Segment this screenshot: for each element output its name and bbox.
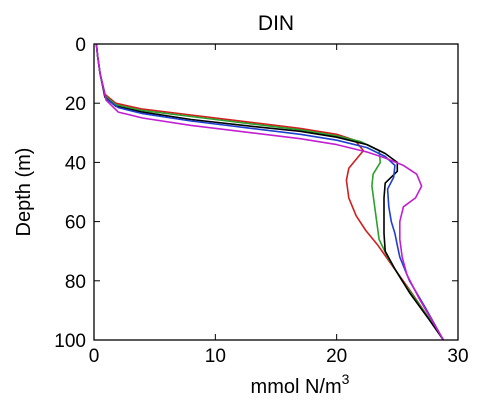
y-tick-label: 100 xyxy=(54,331,86,352)
plot-frame xyxy=(93,43,459,341)
ticks-layer: 0 10 20 30 0 20 40 60 80 100 xyxy=(54,35,468,367)
x-axis-label: mmol N/m3 xyxy=(251,371,350,398)
y-tick-label: 20 xyxy=(65,94,86,115)
x-axis-label-unit: mmol N/m xyxy=(251,376,342,398)
y-tick-label: 40 xyxy=(65,153,86,174)
x-tick-label: 20 xyxy=(326,346,347,367)
chart-title: DIN xyxy=(258,12,294,35)
series-line-5 xyxy=(95,43,445,341)
y-tick-label: 80 xyxy=(65,272,86,293)
y-axis-label: Depth (m) xyxy=(13,148,35,237)
series-layer xyxy=(95,43,445,341)
series-line-4 xyxy=(95,43,445,341)
x-tick-label: 30 xyxy=(447,346,468,367)
x-tick-label: 0 xyxy=(89,346,100,367)
y-tick-label: 0 xyxy=(75,35,86,56)
x-axis-label-superscript: 3 xyxy=(342,371,350,387)
x-tick-label: 10 xyxy=(205,346,226,367)
y-tick-label: 60 xyxy=(65,213,86,234)
plot-area xyxy=(94,44,458,340)
